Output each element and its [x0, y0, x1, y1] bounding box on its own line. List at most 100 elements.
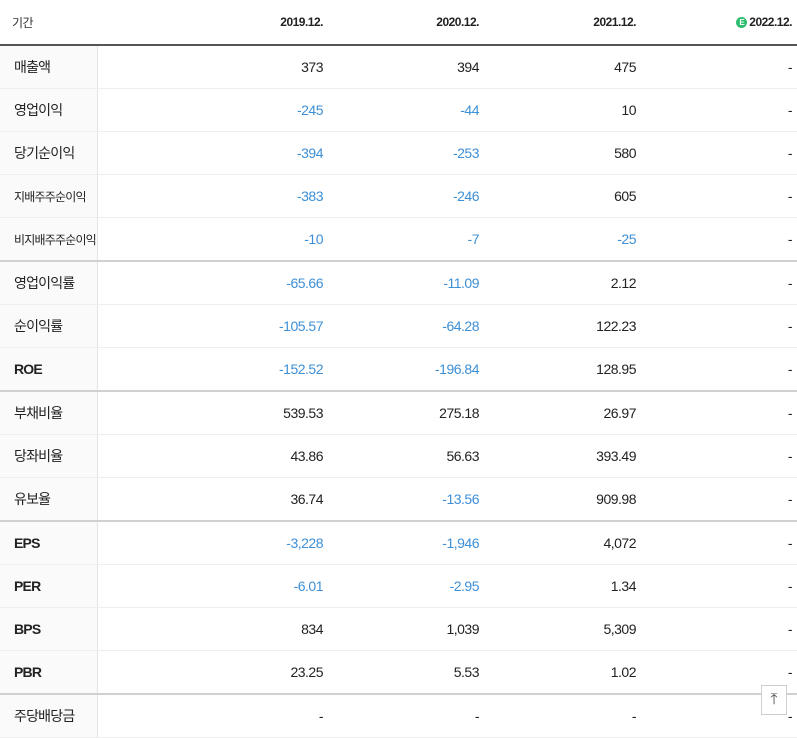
- year-header-2020: 2020.12.: [328, 0, 484, 46]
- table-row: PER -6.01 -2.95 1.34 -: [0, 564, 797, 608]
- table-row: 영업이익률 -65.66 -11.09 2.12 -: [0, 260, 797, 305]
- table-row: ROE -152.52 -196.84 128.95 -: [0, 347, 797, 392]
- row-label: 주당배당금: [0, 693, 98, 738]
- period-header: 기간: [0, 0, 97, 46]
- row-label: 순이익률: [0, 304, 98, 348]
- table-row: 유보율 36.74 -13.56 909.98 -: [0, 477, 797, 522]
- cell-value: -: [641, 131, 797, 175]
- table-row: 지배주주순이익 -383 -246 605 -: [0, 174, 797, 218]
- cell-value: -105.57: [97, 304, 328, 348]
- cell-value: 36.74: [97, 477, 328, 522]
- row-label: EPS: [0, 520, 98, 565]
- table-row: 부채비율 539.53 275.18 26.97 -: [0, 390, 797, 435]
- cell-value: -25: [484, 217, 641, 262]
- scroll-to-top-button[interactable]: ⤒: [761, 685, 787, 715]
- cell-value: -7: [328, 217, 484, 262]
- cell-value: 43.86: [97, 434, 328, 478]
- row-label: 매출액: [0, 45, 98, 89]
- cell-value: 605: [484, 174, 641, 218]
- table-row: 당좌비율 43.86 56.63 393.49 -: [0, 434, 797, 478]
- cell-value: 5.53: [328, 650, 484, 695]
- cell-value: -253: [328, 131, 484, 175]
- cell-value: 1,039: [328, 607, 484, 651]
- cell-value: 10: [484, 88, 641, 132]
- cell-value: -: [641, 520, 797, 565]
- cell-value: -: [641, 45, 797, 89]
- cell-value: -: [641, 174, 797, 218]
- table-row: PBR 23.25 5.53 1.02 -: [0, 650, 797, 695]
- cell-value: -: [641, 347, 797, 392]
- cell-value: -: [641, 564, 797, 608]
- cell-value: -: [328, 693, 484, 738]
- row-label: BPS: [0, 607, 98, 651]
- cell-value: 128.95: [484, 347, 641, 392]
- cell-value: -196.84: [328, 347, 484, 392]
- cell-value: 393.49: [484, 434, 641, 478]
- cell-value: -245: [97, 88, 328, 132]
- cell-value: -: [484, 693, 641, 738]
- table-row: 순이익률 -105.57 -64.28 122.23 -: [0, 304, 797, 348]
- cell-value: -: [641, 390, 797, 435]
- cell-value: -10: [97, 217, 328, 262]
- cell-value: 4,072: [484, 520, 641, 565]
- cell-value: 26.97: [484, 390, 641, 435]
- row-label: 영업이익: [0, 88, 98, 132]
- cell-value: 539.53: [97, 390, 328, 435]
- cell-value: -65.66: [97, 260, 328, 305]
- cell-value: -11.09: [328, 260, 484, 305]
- cell-value: -2.95: [328, 564, 484, 608]
- cell-value: 23.25: [97, 650, 328, 695]
- cell-value: 122.23: [484, 304, 641, 348]
- row-label: ROE: [0, 347, 98, 392]
- row-label: 비지배주주순이익: [0, 217, 98, 262]
- table-row: BPS 834 1,039 5,309 -: [0, 607, 797, 651]
- estimate-icon: E: [736, 17, 748, 28]
- header-row: 기간 2019.12. 2020.12. 2021.12. E 2022.12.: [0, 0, 797, 46]
- cell-value: -152.52: [97, 347, 328, 392]
- cell-value: -64.28: [328, 304, 484, 348]
- row-label: 당기순이익: [0, 131, 98, 175]
- cell-value: -383: [97, 174, 328, 218]
- cell-value: -: [641, 217, 797, 262]
- year-header-2022-label: 2022.12.: [749, 15, 792, 29]
- cell-value: 580: [484, 131, 641, 175]
- cell-value: -44: [328, 88, 484, 132]
- cell-value: 909.98: [484, 477, 641, 522]
- row-label: 영업이익률: [0, 260, 98, 305]
- cell-value: -: [641, 260, 797, 305]
- table-row: 당기순이익 -394 -253 580 -: [0, 131, 797, 175]
- table-row: 영업이익 -245 -44 10 -: [0, 88, 797, 132]
- year-header-2019: 2019.12.: [97, 0, 328, 46]
- cell-value: 2.12: [484, 260, 641, 305]
- cell-value: -: [641, 607, 797, 651]
- row-label: 지배주주순이익: [0, 174, 98, 218]
- cell-value: -: [97, 693, 328, 738]
- row-label: 부채비율: [0, 390, 98, 435]
- cell-value: 834: [97, 607, 328, 651]
- row-label: 유보율: [0, 477, 98, 522]
- cell-value: 394: [328, 45, 484, 89]
- cell-value: 373: [97, 45, 328, 89]
- cell-value: -: [641, 88, 797, 132]
- cell-value: 5,309: [484, 607, 641, 651]
- cell-value: -13.56: [328, 477, 484, 522]
- table-row: EPS -3,228 -1,946 4,072 -: [0, 520, 797, 565]
- cell-value: 56.63: [328, 434, 484, 478]
- cell-value: -6.01: [97, 564, 328, 608]
- year-header-2022-estimate: E 2022.12.: [641, 0, 797, 46]
- cell-value: -: [641, 477, 797, 522]
- year-header-2021: 2021.12.: [484, 0, 641, 46]
- cell-value: -394: [97, 131, 328, 175]
- cell-value: 275.18: [328, 390, 484, 435]
- table-row: 매출액 373 394 475 -: [0, 45, 797, 89]
- cell-value: 475: [484, 45, 641, 89]
- row-label: PER: [0, 564, 98, 608]
- arrow-up-icon: ⤒: [770, 691, 778, 708]
- row-label: PBR: [0, 650, 98, 695]
- table-row: 비지배주주순이익 -10 -7 -25 -: [0, 217, 797, 262]
- row-label: 당좌비율: [0, 434, 98, 478]
- cell-value: 1.02: [484, 650, 641, 695]
- cell-value: -: [641, 304, 797, 348]
- cell-value: -246: [328, 174, 484, 218]
